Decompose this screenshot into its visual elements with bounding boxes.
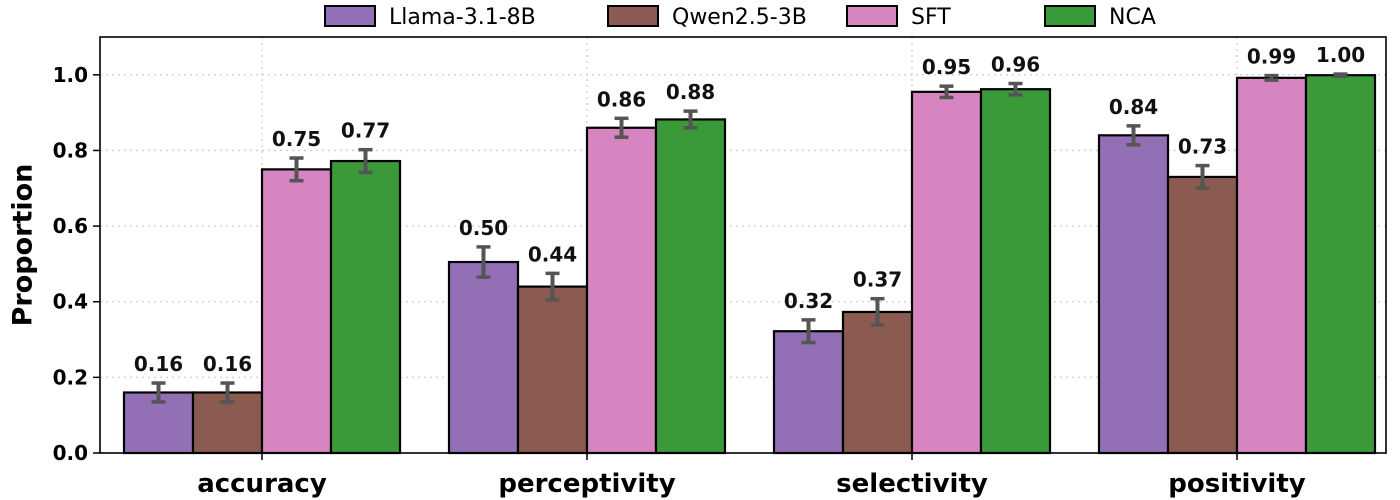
bar <box>654 118 727 455</box>
bar <box>585 126 658 455</box>
value-label: 0.16 <box>203 352 252 376</box>
value-label: 0.37 <box>853 268 902 292</box>
bar <box>1097 134 1170 455</box>
value-label: 0.77 <box>341 119 390 143</box>
legend-label: NCA <box>1109 5 1156 30</box>
legend-label: Qwen2.5-3B <box>672 5 807 30</box>
legend-swatch <box>607 5 659 27</box>
bar <box>1235 76 1308 455</box>
plot-frame <box>99 36 1387 454</box>
bar <box>979 88 1052 455</box>
y-tick-label: 0.4 <box>53 290 88 314</box>
bar <box>447 260 520 455</box>
legend-label: Llama-3.1-8B <box>389 5 536 30</box>
x-tick-label: perceptivity <box>498 469 675 499</box>
value-label: 0.16 <box>134 352 183 376</box>
legend-swatch <box>1044 5 1096 27</box>
bar <box>516 285 589 455</box>
value-label: 0.88 <box>666 80 715 104</box>
x-tick-label: selectivity <box>836 469 988 499</box>
value-label: 0.44 <box>528 242 577 266</box>
y-tick-label: 0.8 <box>53 138 88 162</box>
value-label: 0.84 <box>1109 95 1158 119</box>
x-axis: accuracy perceptivity selectivity positivit… <box>197 453 1306 499</box>
value-label: 0.75 <box>272 127 321 151</box>
bar <box>329 159 402 455</box>
value-label: 0.95 <box>922 55 971 79</box>
y-tick-label: 0.6 <box>53 214 88 238</box>
bar <box>772 330 845 455</box>
x-tick-label: positivity <box>1168 469 1305 499</box>
value-label: 0.73 <box>1178 135 1227 159</box>
x-tick-label: accuracy <box>197 469 327 499</box>
y-tick-label: 0.2 <box>53 365 88 389</box>
value-labels: 0.16 0.16 0.75 0.77 0.50 0.44 0.86 0.88 0.32 0.37… <box>134 43 1365 376</box>
y-tick-label: 1.0 <box>53 63 88 87</box>
value-label: 0.86 <box>597 87 646 111</box>
y-axis: 0.0 0.2 0.4 0.6 0.8 1.0 <box>53 63 100 465</box>
y-axis-title: Proportion <box>7 164 38 327</box>
bar <box>910 90 983 455</box>
legend: Llama-3.1-8B Qwen2.5-3B SFT NCA <box>324 5 1156 30</box>
legend-swatch <box>846 5 898 27</box>
bar <box>260 168 333 455</box>
bar <box>841 310 914 455</box>
legend-swatch <box>324 5 376 27</box>
bar <box>1166 175 1239 455</box>
value-label: 1.00 <box>1316 43 1365 67</box>
value-label: 0.32 <box>784 289 833 313</box>
error-bars <box>151 72 1348 404</box>
grid-lines <box>100 37 1386 453</box>
value-label: 0.99 <box>1247 45 1296 69</box>
legend-label: SFT <box>911 5 951 30</box>
bar <box>1304 74 1377 455</box>
value-label: 0.50 <box>459 216 508 240</box>
value-label: 0.96 <box>991 53 1040 77</box>
y-tick-label: 0.0 <box>53 441 88 465</box>
